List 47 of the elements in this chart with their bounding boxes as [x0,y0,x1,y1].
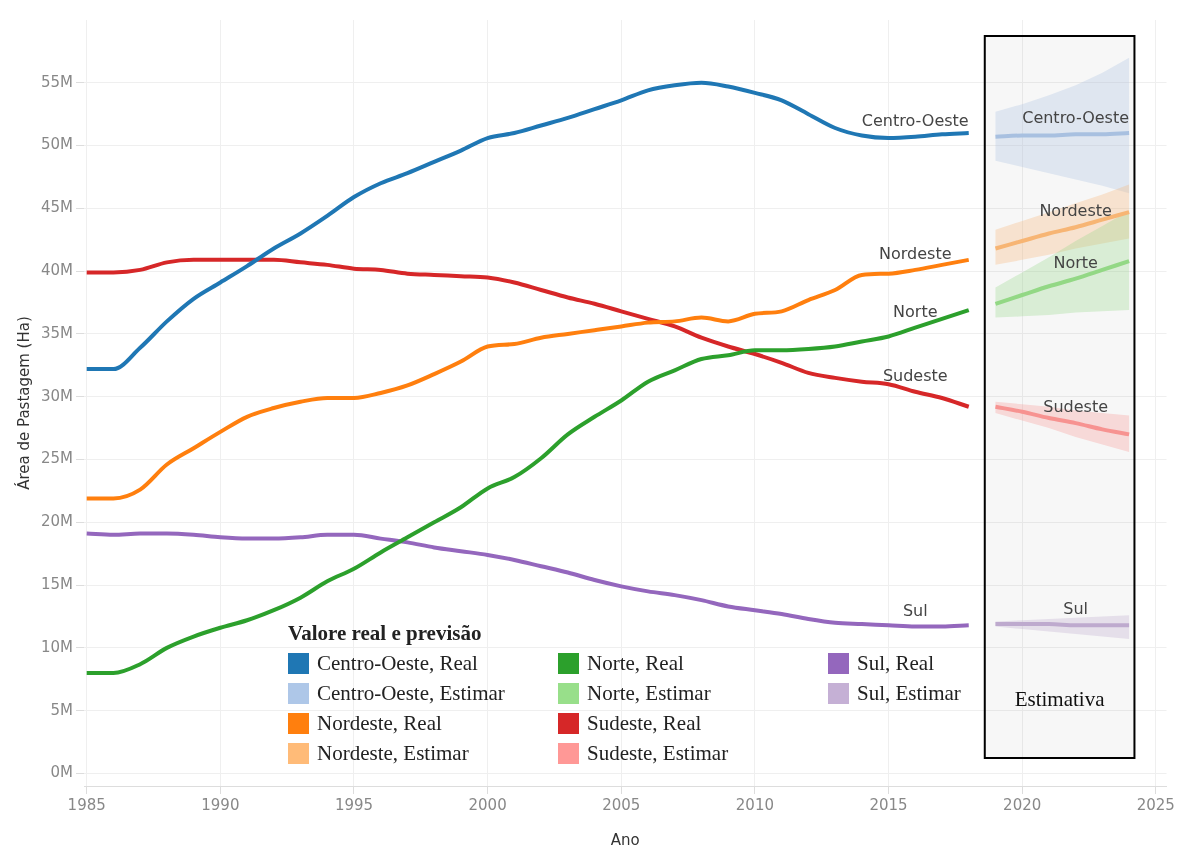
x-tick-label: 2025 [1136,795,1175,814]
annotation: Nordeste [879,243,952,263]
x-tick-label: 2005 [602,795,641,814]
annotation: Sul [1063,599,1089,619]
annotation: Norte [1053,252,1098,272]
x-tick-label: 1995 [334,795,374,814]
y-tick-label: 40M [41,261,74,280]
legend-label: Sul, Real [857,650,934,676]
legend-label: Nordeste, Real [317,710,442,736]
legend-label: Nordeste, Estimar [317,740,469,766]
legend-title: Valore real e previsão [288,621,483,646]
band-label: Estimativa [1014,686,1106,711]
legend-label: Norte, Real [587,650,684,676]
y-tick-label: 45M [41,198,74,217]
y-tick-label: 10M [41,637,74,656]
y-tick-label: 30M [41,386,74,405]
legend-label: Sudeste, Estimar [587,740,729,766]
y-tick-label: 15M [41,574,74,593]
x-tick-label: 1985 [67,795,106,814]
y-axis-title: Área de Pastagem (Ha) [13,316,33,490]
y-tick-label: 0M [50,763,74,782]
line-series [84,257,971,501]
y-tick-label: 50M [41,135,74,154]
legend-label: Sul, Estimar [857,680,961,706]
annotation: Centro-Oeste [861,110,969,130]
annotation: Sul [902,600,928,620]
y-tick-label: 5M [50,700,74,719]
line-series [84,257,971,409]
legend-label: Sudeste, Real [587,710,702,736]
x-tick-label: 2015 [869,795,908,814]
y-tick-label: 55M [41,72,74,91]
y-tick-label: 20M [41,512,74,531]
annotation: Norte [893,301,938,321]
annotation: Centro-Oeste [1022,108,1130,128]
annotation: Sudeste [882,365,948,385]
y-tick-label: 35M [41,323,74,342]
y-tick-label: 25M [41,449,74,468]
x-tick-label: 2020 [1003,795,1042,814]
x-tick-label: 1990 [201,795,240,814]
legend-label: Norte, Estimar [587,680,711,706]
x-tick-label: 2000 [468,795,507,814]
legend-label: Centro-Oeste, Real [317,650,478,676]
x-tick-label: 2010 [735,795,774,814]
annotation: Nordeste [1039,201,1112,221]
legend-label: Centro-Oeste, Estimar [317,680,505,706]
x-axis-title: Ano [610,830,640,849]
annotation: Sudeste [1043,397,1109,417]
